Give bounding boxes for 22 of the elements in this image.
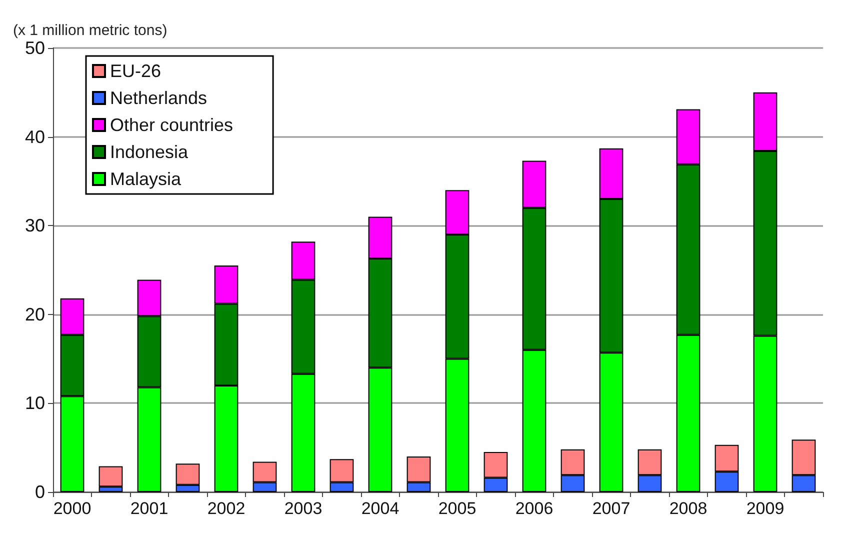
x-tick-label: 2004 — [361, 499, 400, 518]
x-tick-label: 2006 — [515, 499, 554, 518]
y-tick-label: 20 — [24, 304, 45, 324]
x-tick-label: 2008 — [669, 499, 708, 518]
y-axis-title: (x 1 million metric tons) — [13, 22, 168, 39]
x-tick-label: 2001 — [130, 499, 168, 518]
legend-label: Malaysia — [110, 169, 182, 189]
y-tick-label: 40 — [24, 126, 45, 147]
x-tick-label: 2009 — [746, 499, 784, 518]
y-tick-label: 10 — [24, 393, 45, 414]
legend-label: Other countries — [110, 115, 234, 135]
x-tick-label: 2005 — [438, 499, 476, 518]
y-tick-label: 50 — [24, 38, 45, 58]
legend-label: Indonesia — [110, 142, 190, 162]
legend-label: EU-26 — [110, 61, 162, 81]
y-tick-label: 30 — [24, 216, 45, 236]
y-tick-label: 0 — [34, 482, 45, 502]
x-tick-label: 2007 — [592, 499, 630, 518]
x-tick-label: 2002 — [207, 499, 246, 518]
x-tick-label: 2000 — [53, 499, 92, 518]
legend-label: Netherlands — [110, 88, 208, 108]
x-tick-label: 2003 — [284, 499, 322, 518]
